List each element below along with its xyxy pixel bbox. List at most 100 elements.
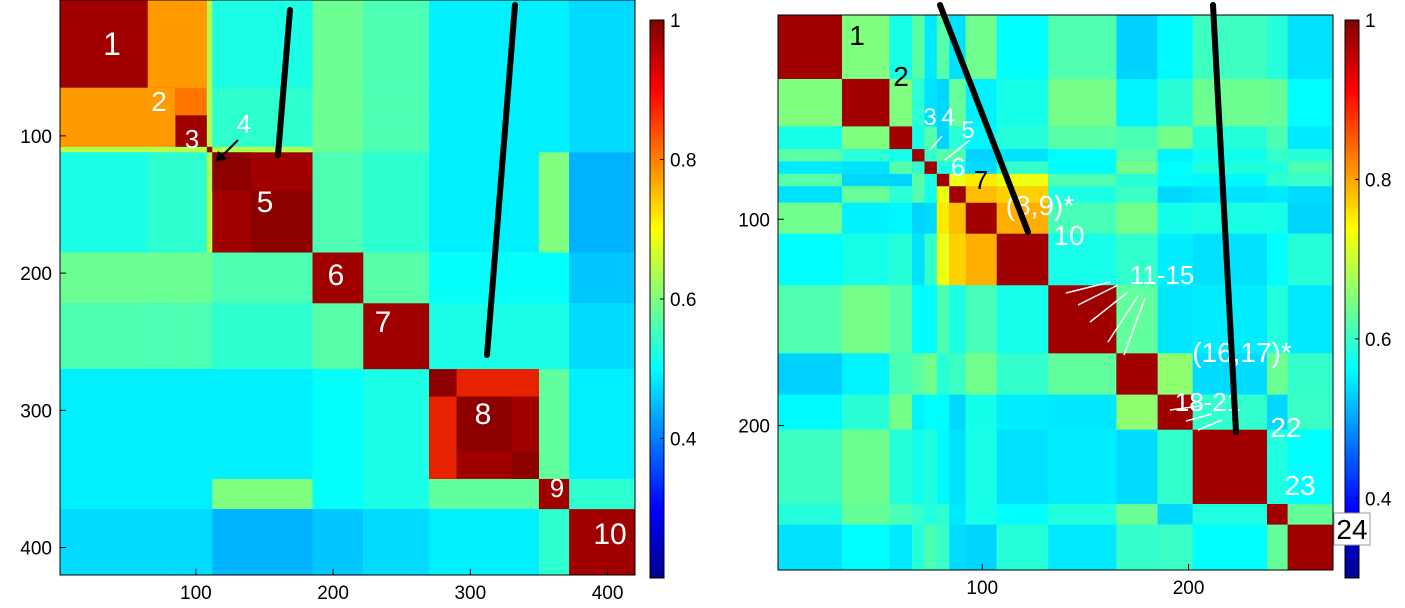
off-diagonal-cell [429,115,539,147]
off-diagonal-cell [912,353,925,395]
off-diagonal-cell [912,15,925,79]
colorbar-tick-label: 1 [670,11,681,32]
off-diagonal-cell [363,369,430,479]
off-diagonal-cell [1157,149,1193,162]
off-diagonal-cell [175,146,207,153]
off-diagonal-cell [212,87,313,116]
leader-line [1065,281,1111,294]
off-diagonal-cell [924,173,937,187]
block-label: 4 [941,104,954,131]
off-diagonal-cell [1157,353,1193,395]
off-diagonal-cell [949,353,966,395]
off-diagonal-cell [778,394,842,430]
off-diagonal-cell [965,15,997,79]
off-diagonal-cell [965,186,997,203]
off-diagonal-cell [1287,149,1333,162]
off-diagonal-cell [889,524,913,570]
off-diagonal-cell [1157,78,1193,127]
off-diagonal-cell [936,161,950,174]
off-diagonal-cell [175,152,207,253]
off-diagonal-cell [1048,429,1117,504]
diagonal-block-11 [1116,353,1158,395]
off-diagonal-cell [841,149,890,162]
off-diagonal-cell [175,252,207,304]
off-diagonal-cell [175,478,207,510]
off-diagonal-cell [924,524,937,570]
block-label: 1 [103,26,121,62]
off-diagonal-cell [1192,524,1267,570]
off-diagonal-cell [949,161,966,174]
off-diagonal-cell [924,149,937,162]
diagonal-block-14 [1266,503,1288,525]
block-label: 23 [1284,470,1315,501]
diagonal-sub-block [147,0,207,88]
off-diagonal-cell [312,152,364,253]
off-diagonal-cell [312,478,364,510]
off-diagonal-cell [912,503,925,525]
off-diagonal-cell [312,146,364,153]
off-diagonal-cell [206,252,213,304]
off-diagonal-cell [569,146,635,153]
off-diagonal-cell [1048,78,1117,127]
leader-line [944,139,971,161]
off-diagonal-cell [538,509,570,575]
off-diagonal-cell [212,369,313,479]
off-diagonal-cell [175,509,207,575]
off-diagonal-cell [949,503,966,525]
off-diagonal-cell [363,152,430,253]
off-diagonal-cell [1192,202,1267,234]
off-diagonal-cell [1192,149,1267,162]
off-diagonal-cell [778,503,842,525]
off-diagonal-cell [1192,161,1267,174]
diagonal-block-1 [778,15,842,79]
off-diagonal-cell [212,115,313,147]
block-label: 3 [923,104,936,131]
off-diagonal-cell [936,524,950,570]
diagonal-sub-block [456,396,512,452]
leader-line [1169,405,1201,411]
leader-line [1123,297,1146,356]
off-diagonal-cell [60,152,148,253]
off-diagonal-cell [569,303,635,370]
off-diagonal-cell [841,202,890,234]
axes-frame [59,0,636,576]
block-labels: 123 4 5 67 8 9 10 [103,26,627,551]
off-diagonal-cell [60,369,148,479]
off-diagonal-cell [1266,233,1288,286]
off-diagonal-cell [965,161,997,174]
off-diagonal-cell [206,87,213,116]
off-diagonal-cell [965,524,997,570]
off-diagonal-cell [1266,429,1288,504]
y-tick-label: 100 [20,127,52,148]
off-diagonal-cell [1048,394,1117,430]
block-label: 2 [893,61,909,92]
off-diagonal-cell [147,252,176,304]
off-diagonal-cell [936,353,950,395]
diagonal-block-12 [1157,394,1193,430]
y-tick-label: 200 [738,417,770,438]
off-diagonal-cell [841,394,890,430]
off-diagonal-cell [1266,285,1288,354]
off-diagonal-cell [936,149,950,162]
off-diagonal-cell [1116,233,1158,286]
off-diagonal-cell [996,149,1049,162]
off-diagonal-cell [889,15,913,79]
off-diagonal-cell [1048,173,1117,187]
off-diagonal-cell [538,146,570,153]
off-diagonal-cell [1266,173,1288,187]
block-label: 2 [151,86,167,117]
off-diagonal-cell [363,252,430,304]
off-diagonal-cell [429,478,539,510]
off-diagonal-cell [1157,173,1193,187]
off-diagonal-cell [363,509,430,575]
block-label: 1 [849,20,865,51]
off-diagonal-cell [312,369,364,479]
off-diagonal-cell [175,87,207,116]
off-diagonal-cell [212,146,313,153]
leader-line [1185,413,1213,422]
off-diagonal-cell [1192,394,1267,430]
off-diagonal-cell [965,285,997,354]
block-label: 4 [237,109,251,139]
off-diagonal-cell [1048,202,1117,234]
